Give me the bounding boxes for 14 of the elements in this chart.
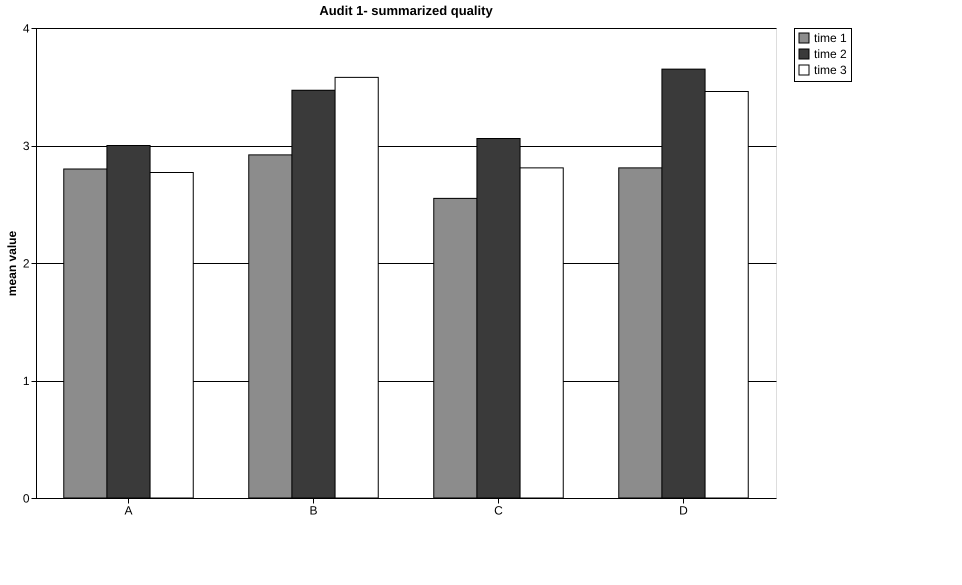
x-tick-label: D [679, 504, 688, 518]
legend-label: time 1 [814, 31, 848, 45]
x-tick-label: C [494, 504, 504, 518]
x-tick-label: B [309, 504, 318, 518]
y-tick-label: 3 [22, 139, 30, 153]
y-tick-label: 4 [22, 22, 30, 36]
y-tick-label: 1 [22, 374, 30, 388]
x-tick-label: A [124, 504, 133, 518]
chart-title: Audit 1- summarized quality [319, 3, 494, 18]
y-axis-title: mean value [4, 230, 19, 296]
legend-label: time 2 [814, 47, 848, 61]
y-tick-label: 2 [22, 256, 30, 270]
y-tick-label: 0 [22, 492, 30, 506]
legend-label: time 3 [814, 63, 848, 77]
